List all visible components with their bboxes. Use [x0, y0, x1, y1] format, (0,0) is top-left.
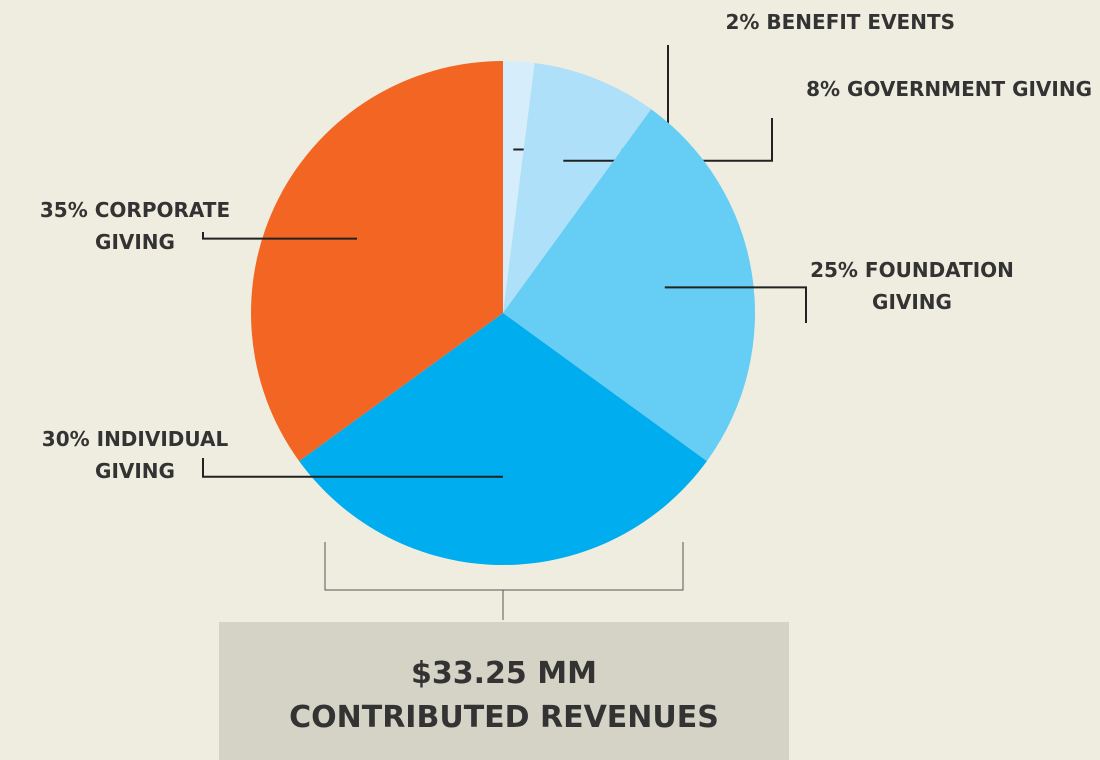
pie-slice — [251, 61, 503, 462]
total: $33.25 MM — [411, 656, 597, 691]
pie-slice — [503, 61, 535, 313]
bracket — [324, 542, 684, 620]
value-label: 30% — [41, 427, 90, 451]
value-label: 25% — [810, 258, 858, 282]
leader-line — [202, 458, 503, 478]
slice-label: 2% BENEFIT EVENTS — [700, 6, 955, 38]
total-box: $33.25 MM CONTRIBUTED REVENUES — [219, 622, 789, 760]
pie-slice — [299, 313, 707, 565]
slice-label: 8% GOVERNMENT GIVING — [700, 73, 1092, 105]
value-label: 35% — [39, 198, 88, 222]
slice-label: 30% INDIVIDUAL GIVING — [15, 423, 255, 487]
category-label: FOUNDATION GIVING — [864, 258, 1014, 314]
pie-slice — [503, 109, 755, 462]
leader-line — [664, 286, 807, 323]
leader-line — [202, 232, 358, 240]
pie-slice — [503, 62, 652, 314]
category-label: INDIVIDUAL GIVING — [95, 427, 229, 483]
category-label: BENEFIT EVENTS — [766, 10, 955, 34]
slice-label: 25% FOUNDATION GIVING — [782, 254, 1042, 318]
category-label: GOVERNMENT GIVING — [847, 77, 1092, 101]
total-label: CONTRIBUTED REVENUES — [289, 700, 719, 735]
value-label: 8% — [806, 77, 841, 101]
category-label: CORPORATE GIVING — [94, 198, 231, 254]
slice-label: 35% CORPORATE GIVING — [15, 194, 255, 258]
value-label: 2% — [725, 10, 760, 34]
